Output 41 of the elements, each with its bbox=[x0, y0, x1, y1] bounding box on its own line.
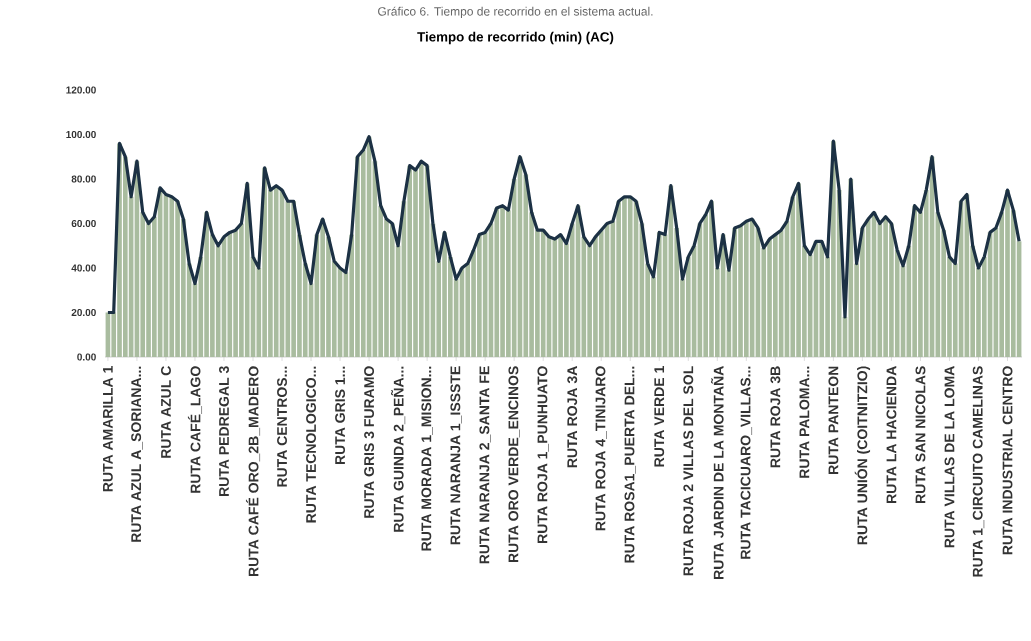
x-tick-label: RUTA NARANJA 1_ISSSTE bbox=[450, 366, 462, 545]
x-tick-label: RUTA GRIS 3 FURAMO bbox=[364, 366, 375, 518]
x-tick-label: RUTA PEDREGAL 3 bbox=[219, 366, 229, 496]
x-tick-label: RUTA TACICUARO_VILLAS... bbox=[740, 366, 753, 559]
x-tick-label: RUTA NARANJA 2_SANTA FE bbox=[479, 366, 491, 564]
x-tick-label: RUTA JARDIN DE LA MONTAÑA bbox=[711, 366, 724, 579]
y-tick-label: 120.00 bbox=[66, 86, 96, 94]
x-tick-label: RUTA GRIS 1... bbox=[335, 366, 346, 465]
x-tick-label: RUTA ROJA 4_TINIJARO bbox=[595, 366, 607, 531]
x-tick-label: RUTA ROJA 2 VILLAS DEL SOL bbox=[683, 366, 694, 576]
chart-title: Tiempo de recorrido (min) (AC) bbox=[417, 31, 614, 45]
y-tick-label: 0.00 bbox=[77, 353, 96, 361]
x-tick-label: RUTA PALOMA... bbox=[799, 366, 810, 478]
y-tick-label: 60.00 bbox=[71, 219, 96, 228]
x-tick-label: RUTA ROJA 3A bbox=[567, 366, 578, 468]
x-tick-label: RUTA SAN NICOLAS bbox=[915, 366, 926, 503]
y-tick-label: 40.00 bbox=[71, 264, 96, 272]
x-tick-label: RUTA MORADA 1_MISION... bbox=[421, 366, 433, 551]
y-tick-label: 100.00 bbox=[66, 130, 96, 139]
x-tick-label: RUTA ROSA1_PUERTA DEL... bbox=[624, 366, 636, 563]
x-tick-label: RUTA AZUL A_SORIANA... bbox=[131, 366, 143, 542]
x-tick-label: RUTA UNIÓN (COITNITZIO) bbox=[854, 366, 871, 545]
y-tick-label: 80.00 bbox=[71, 175, 96, 183]
x-tick-label: RUTA CAFÉ_LAGO bbox=[187, 366, 203, 493]
x-tick-label: RUTA LA HACIENDA bbox=[886, 366, 897, 503]
x-tick-label: RUTA INDUSTRIAL CENTRO bbox=[1002, 366, 1013, 555]
x-tick-label: RUTA 1_CIRCUITO CAMELINAS bbox=[972, 366, 985, 577]
x-tick-label: RUTA VILLAS DE LA LOMA bbox=[944, 366, 955, 548]
x-tick-label: RUTA ROJA 1_PUNHUATO bbox=[537, 366, 549, 543]
text: Gráfico 6. Tiempo de recorrido en el sistema actual. bbox=[378, 6, 653, 19]
x-tick-label: RUTA CENTROS... bbox=[277, 366, 287, 487]
x-tick-label: RUTA PANTEON bbox=[828, 366, 839, 474]
y-tick-label: 20.00 bbox=[71, 308, 96, 317]
x-tick-label: RUTA CAFÉ ORO_2B_MADERO bbox=[245, 366, 261, 577]
x-tick-label: RUTA AMARILLA 1 bbox=[103, 366, 113, 492]
x-tick-label: RUTA VERDE 1 bbox=[654, 366, 665, 467]
x-tick-label: RUTA AZUL C bbox=[161, 366, 171, 458]
x-tick-label: RUTA GUINDA 2_PEÑA... bbox=[391, 366, 406, 532]
x-tick-label: RUTA ORO VERDE_ENCINOS bbox=[508, 366, 520, 563]
x-tick-label: RUTA TECNOLOGICO... bbox=[306, 366, 317, 523]
x-tick-label: RUTA ROJA 3B bbox=[770, 366, 781, 468]
